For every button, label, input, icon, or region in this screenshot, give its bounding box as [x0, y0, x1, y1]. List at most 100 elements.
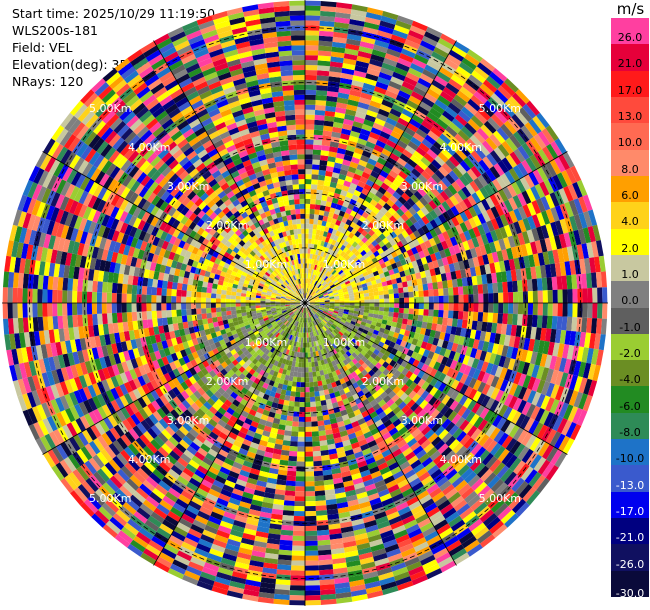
velocity-gate	[505, 324, 513, 336]
velocity-gate	[423, 296, 429, 303]
velocity-gate	[318, 45, 332, 52]
velocity-gate	[438, 66, 454, 79]
velocity-gate	[529, 136, 542, 152]
velocity-gate	[471, 237, 480, 248]
velocity-gate	[419, 242, 428, 251]
velocity-gate	[365, 73, 379, 82]
velocity-gate	[327, 86, 340, 93]
velocity-gate	[348, 251, 355, 258]
velocity-gate	[374, 117, 386, 127]
velocity-gate	[349, 305, 355, 309]
velocity-gate	[376, 174, 386, 183]
velocity-gate	[566, 316, 573, 331]
velocity-gate	[292, 376, 298, 382]
velocity-gate	[282, 515, 294, 521]
velocity-gate	[451, 318, 458, 327]
velocity-gate	[556, 172, 568, 188]
velocity-gate	[556, 316, 563, 330]
velocity-gate	[305, 590, 321, 596]
velocity-gate	[318, 235, 323, 241]
velocity-gate	[472, 203, 482, 216]
velocity-gate	[481, 274, 488, 285]
velocity-gate	[349, 278, 355, 283]
velocity-gate	[474, 66, 490, 80]
velocity-gate	[340, 205, 348, 213]
velocity-gate	[441, 201, 451, 212]
velocity-gate	[297, 446, 305, 452]
velocity-gate	[329, 299, 335, 302]
velocity-gate	[517, 280, 523, 292]
velocity-gate	[318, 295, 324, 299]
velocity-gate	[395, 20, 412, 30]
velocity-gate	[311, 416, 318, 422]
velocity-gate	[507, 313, 513, 325]
velocity-gate	[499, 201, 509, 215]
velocity-gate	[448, 121, 461, 134]
velocity-gate	[319, 298, 325, 301]
velocity-gate	[341, 216, 348, 224]
velocity-gate	[334, 307, 340, 311]
velocity-gate	[349, 303, 355, 306]
velocity-gate	[323, 292, 329, 296]
velocity-gate	[552, 174, 564, 191]
velocity-gate	[472, 284, 479, 295]
velocity-gate	[305, 139, 314, 145]
velocity-gate	[318, 278, 323, 283]
velocity-gate	[427, 246, 435, 255]
velocity-gate	[296, 381, 301, 388]
velocity-gate	[474, 330, 482, 341]
velocity-gate	[554, 156, 566, 173]
velocity-gate	[294, 491, 305, 497]
velocity-gate	[509, 134, 522, 149]
velocity-gate	[537, 303, 543, 316]
velocity-gate	[416, 236, 425, 245]
velocity-gate	[493, 147, 506, 161]
velocity-gate	[473, 177, 484, 190]
velocity-gate	[316, 529, 330, 536]
velocity-gate	[404, 235, 413, 244]
velocity-gate	[410, 194, 420, 204]
velocity-gate	[494, 89, 509, 104]
velocity-gate	[467, 311, 474, 321]
velocity-gate	[591, 241, 599, 258]
velocity-gate	[569, 215, 578, 232]
velocity-gate	[404, 175, 415, 186]
velocity-gate	[494, 333, 501, 345]
velocity-gate	[311, 431, 319, 437]
velocity-gate	[334, 297, 340, 300]
velocity-gate	[407, 285, 414, 293]
velocity-gate	[391, 262, 398, 270]
velocity-gate	[298, 421, 305, 427]
velocity-gate	[452, 152, 464, 164]
velocity-gate	[351, 178, 360, 186]
velocity-gate	[491, 272, 498, 284]
velocity-gate	[426, 322, 433, 330]
velocity-gate	[413, 221, 422, 231]
velocity-gate	[329, 61, 343, 68]
velocity-gate	[582, 194, 593, 212]
velocity-gate	[448, 170, 460, 182]
velocity-gate	[543, 179, 555, 195]
velocity-gate	[309, 396, 316, 402]
velocity-gate	[344, 113, 355, 121]
velocity-gate	[345, 109, 357, 117]
velocity-gate	[305, 515, 317, 522]
velocity-gate	[348, 290, 354, 294]
velocity-gate	[364, 306, 370, 310]
velocity-gate	[473, 293, 479, 303]
velocity-gate	[576, 244, 585, 260]
velocity-gate	[413, 230, 421, 239]
velocity-gate	[358, 308, 365, 313]
velocity-gate	[564, 201, 574, 218]
velocity-gate	[305, 74, 317, 81]
velocity-gate	[527, 303, 534, 315]
velocity-gate	[308, 268, 311, 274]
velocity-gate	[306, 273, 309, 279]
velocity-gate	[342, 201, 350, 208]
velocity-gate	[357, 226, 365, 234]
velocity-gate	[434, 267, 441, 276]
velocity-gate	[302, 352, 305, 358]
velocity-gate	[309, 297, 314, 301]
velocity-gate	[305, 407, 311, 413]
velocity-gate	[519, 176, 531, 191]
